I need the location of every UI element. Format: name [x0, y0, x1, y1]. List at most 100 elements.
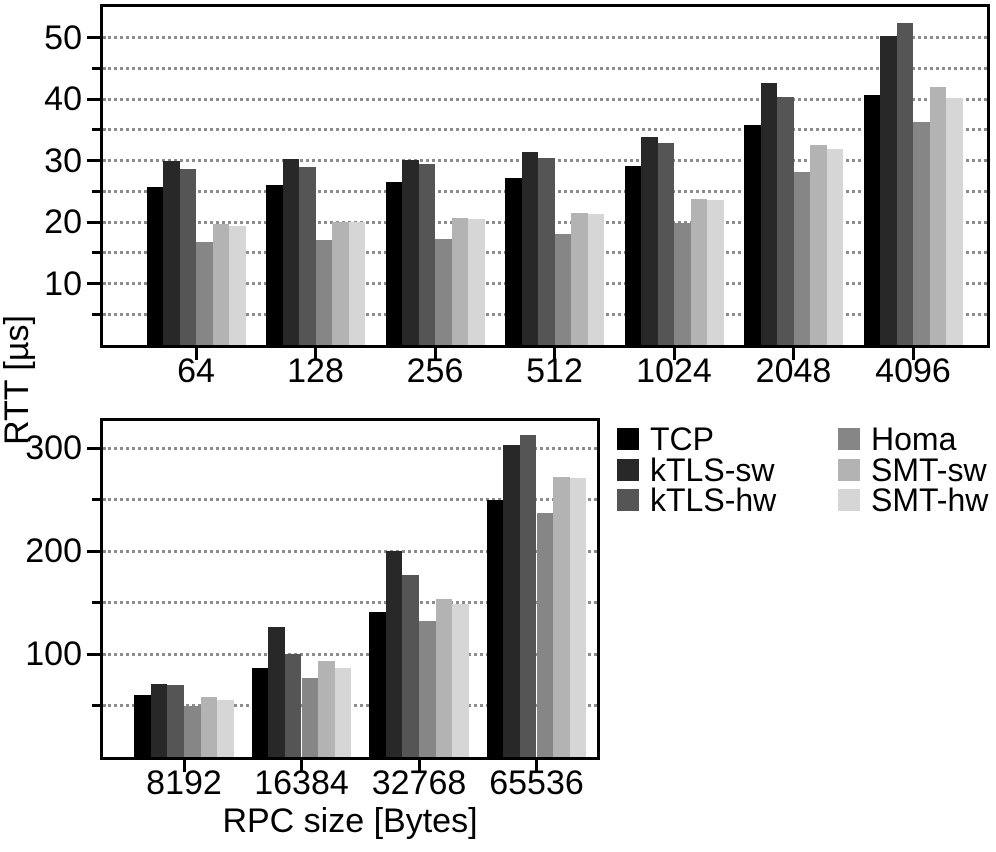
bar-kTLS-hw-128 [299, 166, 316, 345]
legend-swatch-SMT-sw [838, 458, 860, 481]
bar-TCP-256 [385, 182, 402, 345]
bar-SMT-sw-512 [571, 212, 588, 345]
bar-kTLS-sw-8192 [150, 683, 168, 757]
y-tick-label: 100 [25, 635, 82, 673]
bar-SMT-hw-64 [229, 225, 246, 345]
bar-TCP-128 [266, 185, 283, 345]
bar-SMT-hw-2048 [826, 149, 843, 345]
y-axis-tick [92, 128, 100, 132]
bar-Homa-65536 [536, 512, 554, 757]
bar-kTLS-hw-64 [179, 169, 196, 345]
legend-label-Homa: Homa [871, 421, 957, 457]
bar-Homa-32768 [419, 621, 436, 757]
y-tick-label: 40 [44, 80, 82, 118]
y-axis-tick [92, 251, 100, 255]
y-tick-label: 10 [44, 264, 82, 303]
bar-TCP-64 [146, 186, 163, 345]
x-tick-label: 4096 [875, 352, 951, 390]
legend-swatch-TCP [617, 428, 639, 450]
legend-swatch-kTLS-hw [617, 489, 639, 511]
gridline [103, 652, 597, 656]
x-axis-tick [314, 348, 317, 360]
bar-kTLS-hw-512 [538, 158, 555, 345]
y-axis-tick [87, 36, 100, 39]
y-axis-tick [87, 652, 100, 656]
x-tick-label: 8192 [146, 764, 222, 802]
top-panel [100, 4, 990, 348]
bar-TCP-2048 [744, 125, 761, 345]
bar-Homa-128 [315, 240, 332, 345]
bar-SMT-sw-4096 [929, 87, 946, 345]
bar-SMT-hw-32768 [452, 603, 469, 757]
bar-Homa-64 [196, 242, 213, 345]
y-tick-label: 50 [44, 18, 82, 57]
bar-SMT-sw-16384 [318, 661, 335, 757]
gridline [103, 97, 987, 101]
bottom-panel [100, 418, 600, 760]
bar-kTLS-sw-256 [402, 159, 419, 345]
x-axis-tick [182, 760, 186, 772]
y-axis-tick [87, 446, 100, 450]
bar-SMT-hw-4096 [946, 97, 963, 345]
bar-Homa-256 [435, 239, 452, 345]
bar-kTLS-sw-1024 [641, 137, 658, 345]
y-axis-tick [92, 601, 100, 604]
bar-Homa-1024 [674, 223, 691, 345]
y-tick-label: 300 [25, 429, 82, 467]
x-tick-label: 1024 [636, 352, 712, 390]
x-axis-tick [553, 348, 556, 360]
legend-swatch-kTLS-sw [617, 458, 639, 481]
bar-TCP-16384 [251, 668, 269, 757]
bar-SMT-sw-8192 [200, 697, 218, 757]
x-axis-tick [792, 348, 795, 360]
x-axis-tick [433, 348, 437, 360]
x-tick-label: 128 [287, 352, 344, 390]
bar-Homa-512 [554, 233, 571, 345]
bar-Homa-16384 [301, 677, 319, 757]
y-axis-tick [92, 312, 100, 316]
bar-Homa-4096 [913, 122, 930, 345]
bar-kTLS-sw-65536 [503, 444, 520, 757]
bar-kTLS-hw-256 [418, 164, 435, 345]
bar-SMT-hw-16384 [334, 668, 352, 757]
y-tick-label: 200 [25, 532, 82, 570]
bar-SMT-sw-1024 [690, 198, 707, 345]
bar-TCP-512 [505, 178, 522, 345]
bar-kTLS-hw-1024 [657, 143, 674, 345]
bar-SMT-hw-512 [587, 214, 604, 345]
bar-TCP-4096 [863, 94, 880, 345]
bar-SMT-hw-8192 [217, 700, 234, 757]
bar-SMT-sw-32768 [435, 599, 453, 757]
gridline [103, 446, 597, 450]
x-axis-tick [911, 348, 915, 360]
bar-kTLS-hw-16384 [284, 654, 302, 757]
x-axis-tick [672, 348, 676, 360]
x-tick-label: 65536 [489, 764, 584, 802]
bar-kTLS-hw-4096 [896, 23, 913, 345]
legend-swatch-Homa [838, 428, 860, 450]
y-axis-tick [92, 66, 100, 70]
legend-swatch-SMT-hw [838, 489, 860, 511]
gridline [103, 601, 597, 604]
bar-kTLS-sw-2048 [760, 83, 777, 345]
bar-kTLS-hw-8192 [167, 684, 184, 757]
y-axis-tick [87, 159, 100, 162]
y-axis-tick [92, 498, 100, 501]
bar-TCP-8192 [134, 695, 151, 757]
bar-kTLS-hw-2048 [777, 96, 794, 345]
y-axis-tick [92, 189, 100, 193]
y-axis-label: RTT [µs] [0, 315, 36, 445]
bar-TCP-65536 [486, 499, 504, 757]
bar-Homa-2048 [793, 171, 810, 345]
gridline [103, 36, 987, 39]
y-axis-tick [87, 549, 100, 553]
bar-kTLS-sw-32768 [385, 551, 403, 757]
legend-label-kTLS-hw: kTLS-hw [650, 482, 777, 518]
x-tick-label: 64 [177, 352, 215, 390]
y-axis-tick [87, 282, 100, 285]
legend-label-kTLS-sw: kTLS-sw [650, 451, 775, 488]
x-tick-label: 256 [406, 352, 464, 390]
x-tick-label: 2048 [755, 352, 832, 390]
y-axis-tick [92, 704, 100, 707]
x-tick-label: 512 [526, 352, 583, 390]
